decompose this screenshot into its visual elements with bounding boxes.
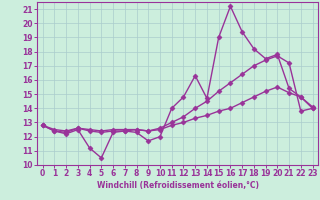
X-axis label: Windchill (Refroidissement éolien,°C): Windchill (Refroidissement éolien,°C) [97, 181, 259, 190]
